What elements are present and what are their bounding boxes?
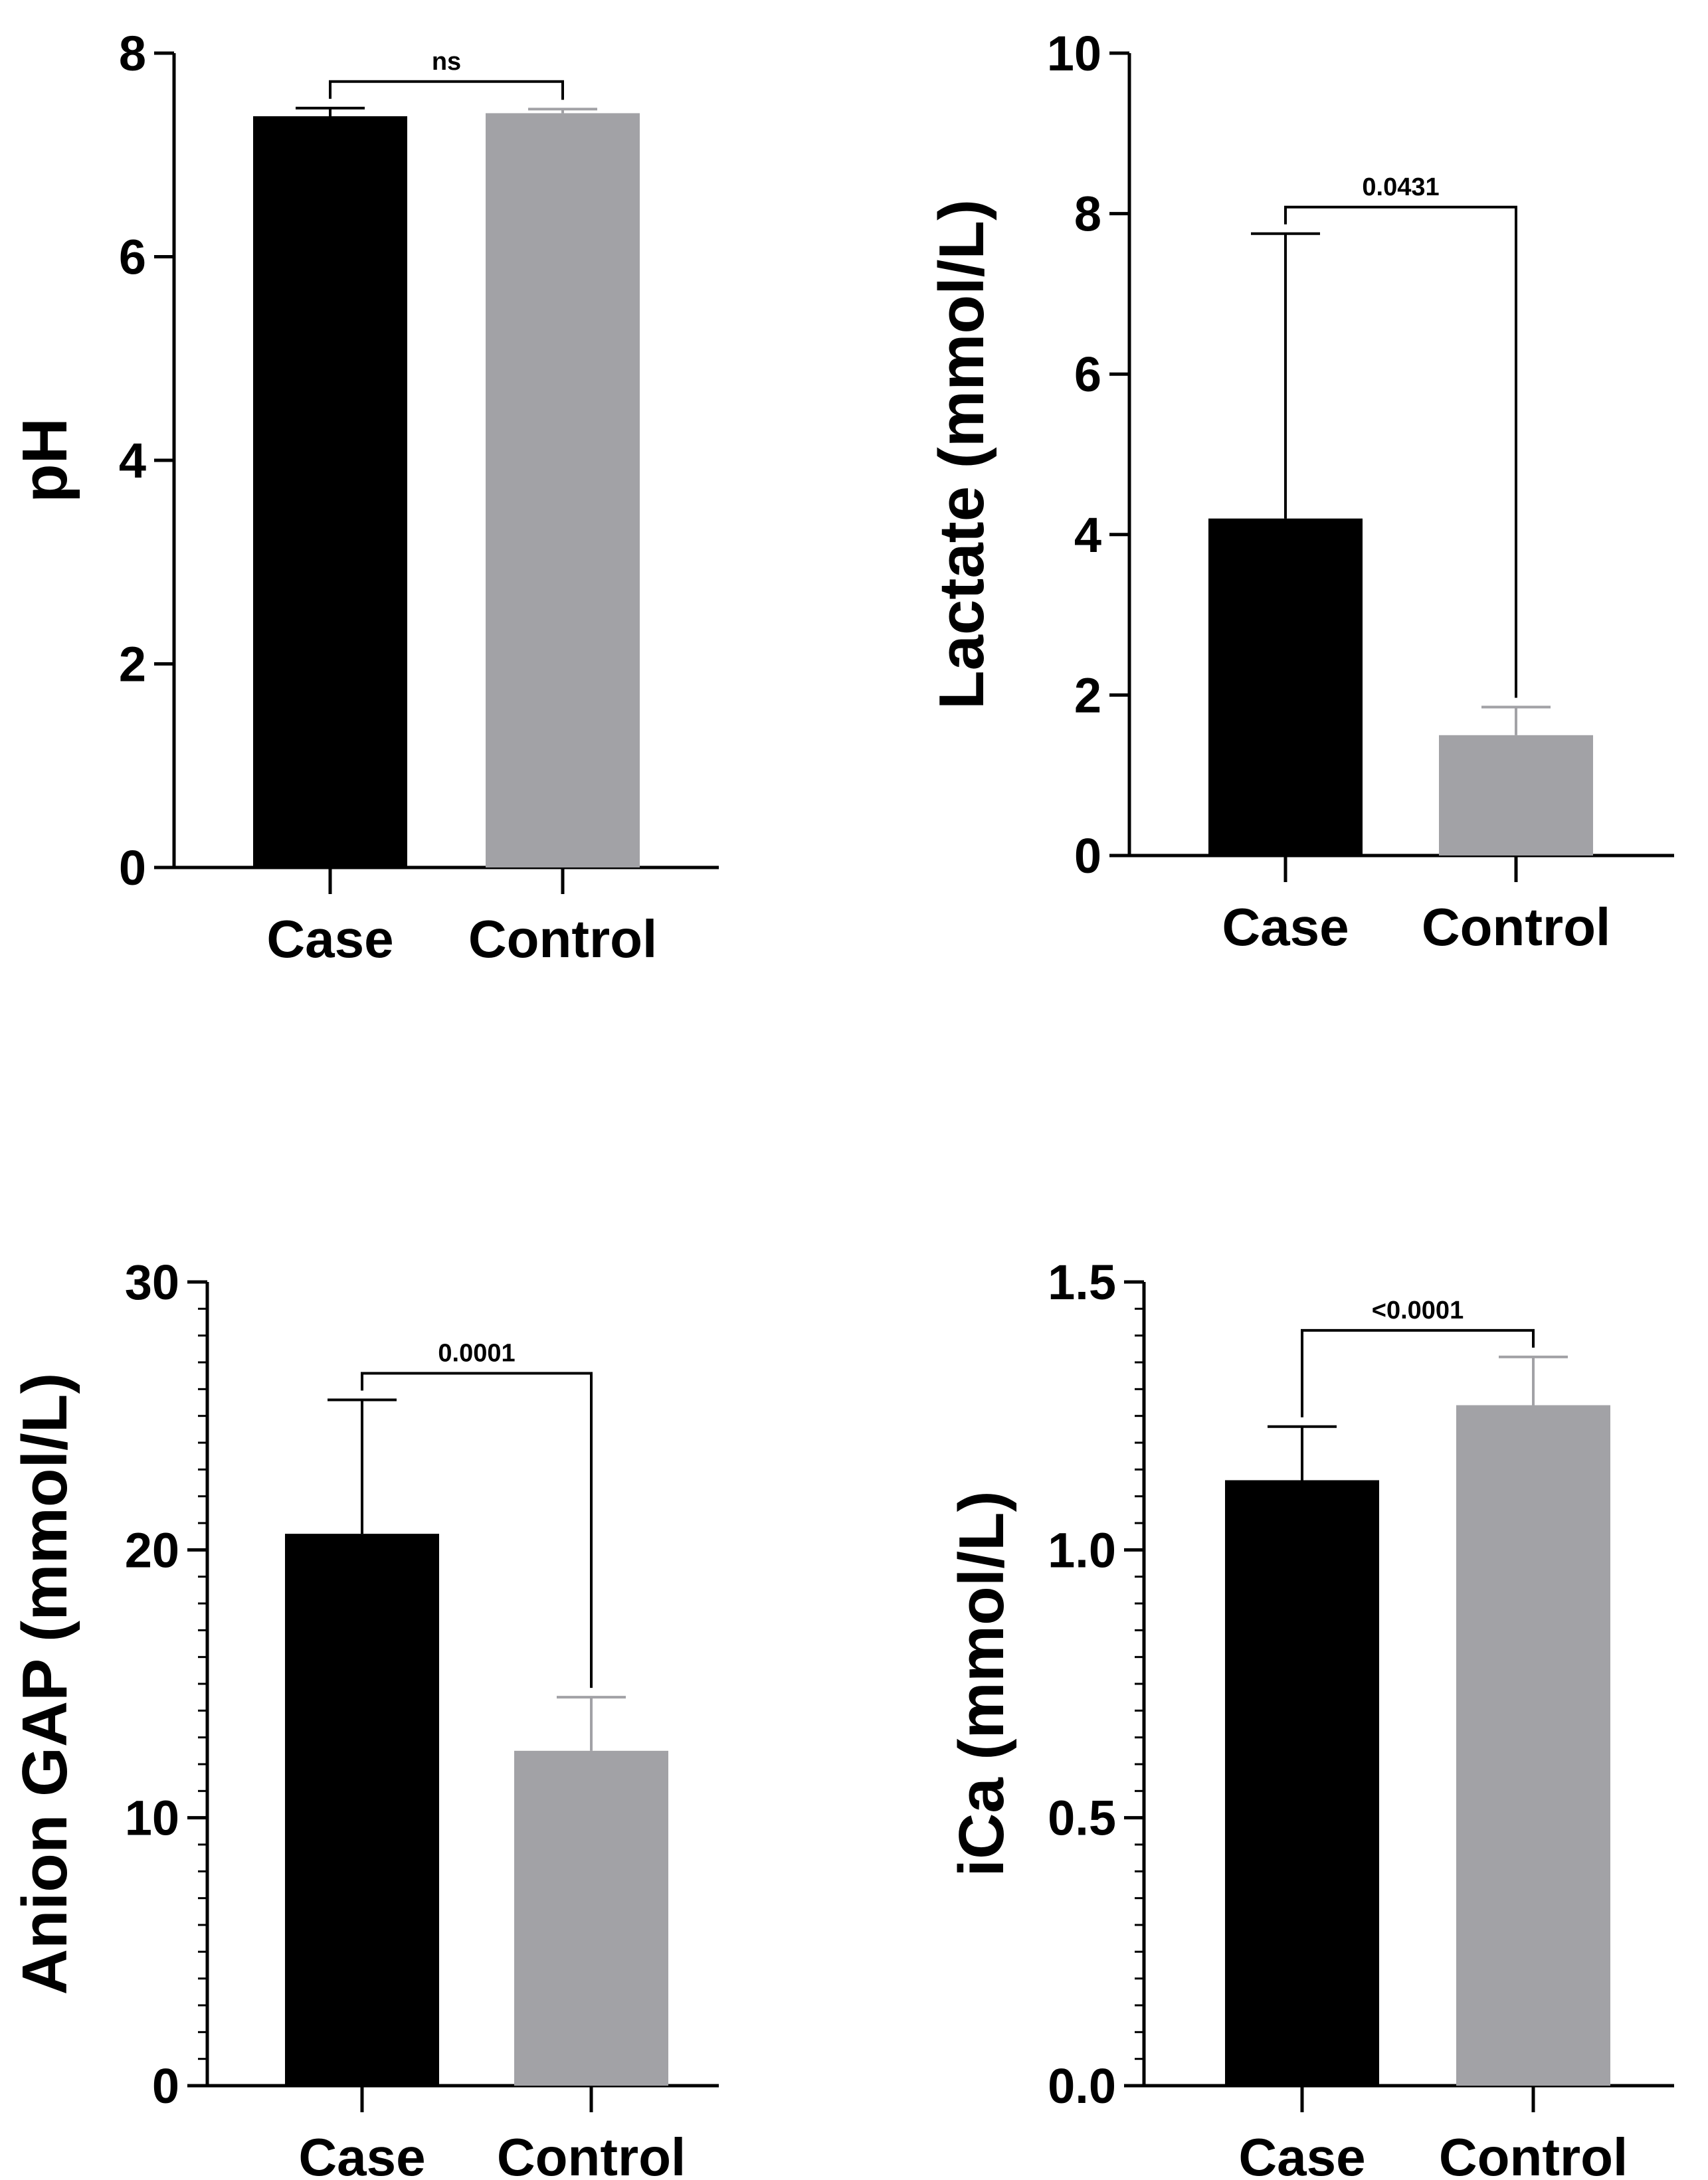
x-category-label: Control bbox=[1422, 897, 1610, 956]
bar-case bbox=[253, 116, 407, 867]
x-category-label: Case bbox=[298, 2128, 425, 2180]
y-tick-label: 0.5 bbox=[1048, 1791, 1116, 1846]
bar-control bbox=[486, 113, 640, 868]
x-category-label: Case bbox=[1222, 897, 1349, 956]
y-tick-label: 2 bbox=[119, 637, 146, 692]
bar-control bbox=[1439, 735, 1593, 856]
y-tick-label: 4 bbox=[1074, 507, 1101, 563]
significance-bracket bbox=[361, 1372, 593, 1688]
significance-label: <0.0001 bbox=[1372, 1297, 1464, 1324]
y-tick-label: 0 bbox=[119, 840, 146, 895]
x-category-label: Case bbox=[1238, 2128, 1365, 2180]
bar-case bbox=[1225, 1480, 1379, 2086]
y-tick-label: 1.0 bbox=[1048, 1522, 1116, 1578]
chart-panel-4: 0.0 0.5 1.0 1.5 Case Control <0.0001 iCa (mmol/… bbox=[946, 1255, 1674, 2180]
y-tick-label: 20 bbox=[125, 1522, 179, 1578]
chart-panel-2: 0 2 4 6 8 10 Case Control 0.0431 Lactate (mmol/L) bbox=[926, 26, 1674, 956]
y-axis-title: pH bbox=[9, 418, 80, 503]
significance-bracket bbox=[1301, 1328, 1535, 1417]
y-tick-label: 8 bbox=[119, 26, 146, 81]
y-tick-label: 0 bbox=[1074, 828, 1101, 883]
significance-bracket bbox=[329, 80, 564, 100]
significance-label: 0.0001 bbox=[438, 1339, 515, 1367]
y-tick-label: 10 bbox=[125, 1791, 179, 1846]
y-axis-title: Anion GAP (mmol/L) bbox=[9, 1373, 80, 1995]
y-tick-label: 0 bbox=[152, 2058, 179, 2114]
y-tick-label: 2 bbox=[1074, 668, 1101, 723]
bar-control bbox=[1456, 1405, 1610, 2086]
y-tick-label: 8 bbox=[1074, 187, 1101, 242]
bar-case bbox=[285, 1534, 439, 2086]
y-tick-label: 10 bbox=[1047, 26, 1101, 81]
y-axis-title: iCa (mmol/L) bbox=[946, 1491, 1017, 1876]
significance-label: ns bbox=[432, 48, 461, 76]
y-tick-label: 1.5 bbox=[1048, 1255, 1116, 1310]
y-tick-label: 6 bbox=[1074, 347, 1101, 402]
x-category-label: Control bbox=[1439, 2128, 1628, 2180]
bar-control bbox=[514, 1750, 668, 2086]
chart-panel-3: 0 10 20 30 Case Control 0.0001 Anion GAP (mmol/… bbox=[9, 1255, 719, 2180]
y-tick-label: 6 bbox=[119, 230, 146, 285]
y-axis-title: Lactate (mmol/L) bbox=[926, 199, 997, 709]
chart-panel-1: 0 2 4 6 8 Case Control ns pH bbox=[9, 26, 719, 968]
x-category-label: Control bbox=[468, 909, 657, 968]
x-category-label: Control bbox=[497, 2128, 686, 2180]
significance-bracket bbox=[1284, 205, 1517, 698]
x-category-label: Case bbox=[266, 909, 393, 968]
y-tick-label: 0.0 bbox=[1048, 2058, 1116, 2114]
y-tick-label: 4 bbox=[119, 433, 146, 488]
significance-label: 0.0431 bbox=[1362, 173, 1439, 201]
bar-case bbox=[1208, 518, 1363, 856]
y-tick-label: 30 bbox=[125, 1255, 179, 1310]
